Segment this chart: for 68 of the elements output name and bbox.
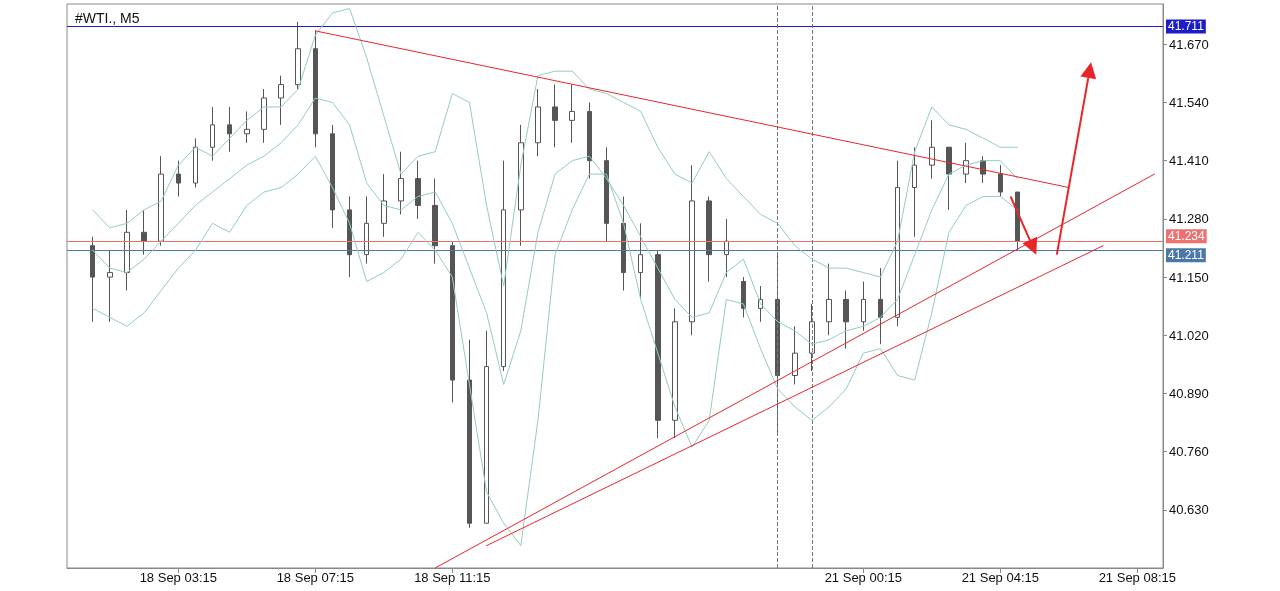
candlestick bbox=[381, 173, 387, 238]
ref-line-label: 41.211 bbox=[1168, 248, 1205, 263]
candlestick bbox=[484, 330, 489, 524]
candlestick bbox=[895, 160, 900, 327]
y-tick-label: 40.760 bbox=[1169, 444, 1209, 460]
candlestick bbox=[278, 75, 284, 126]
y-tick-label: 41.540 bbox=[1169, 94, 1209, 110]
candlestick bbox=[980, 155, 986, 184]
candlestick bbox=[313, 30, 318, 148]
candlestick bbox=[621, 195, 626, 291]
candlestick bbox=[124, 209, 130, 291]
candlestick bbox=[826, 263, 832, 336]
x-tick-label: 18 Sep 07:15 bbox=[276, 570, 354, 585]
candlestick bbox=[861, 281, 866, 332]
candlestick bbox=[535, 88, 541, 157]
candlestick bbox=[792, 325, 798, 385]
candlestick bbox=[193, 137, 198, 189]
candlestick bbox=[655, 249, 661, 439]
candlestick bbox=[244, 110, 250, 144]
y-tick-label: 41.670 bbox=[1169, 36, 1209, 52]
y-tick-label: 41.280 bbox=[1169, 211, 1209, 227]
chart-title: #WTI., M5 bbox=[75, 10, 140, 26]
x-tick-label: 21 Sep 08:15 bbox=[1098, 570, 1176, 585]
candlestick bbox=[501, 160, 506, 372]
x-tick-label: 18 Sep 03:15 bbox=[139, 570, 217, 585]
candlestick bbox=[518, 124, 524, 247]
ref-line-label: 41.711 bbox=[1168, 19, 1205, 34]
candlestick bbox=[90, 236, 95, 323]
candlestick bbox=[878, 267, 883, 345]
candlestick bbox=[330, 124, 335, 229]
ref-line-label: 41.234 bbox=[1168, 229, 1206, 244]
candlestick bbox=[552, 84, 558, 148]
x-tick-label: 18 Sep 11:15 bbox=[414, 570, 491, 585]
candlestick bbox=[706, 195, 712, 283]
candlestick bbox=[843, 289, 849, 350]
candlestick bbox=[432, 178, 438, 265]
candlestick bbox=[741, 276, 746, 318]
candlestick bbox=[176, 160, 181, 197]
x-tick-label: 21 Sep 00:15 bbox=[824, 570, 902, 585]
candlestick bbox=[261, 88, 267, 144]
candlestick bbox=[912, 146, 917, 238]
y-tick-label: 41.150 bbox=[1169, 269, 1209, 285]
x-tick-label: 21 Sep 04:15 bbox=[961, 570, 1039, 585]
candlestick bbox=[998, 164, 1003, 197]
candlestick bbox=[450, 240, 455, 403]
candlestick bbox=[364, 195, 369, 265]
candlestick bbox=[587, 101, 592, 180]
y-tick-label: 41.410 bbox=[1169, 153, 1209, 169]
candlestick bbox=[295, 21, 301, 90]
candlestick bbox=[210, 106, 215, 162]
candlestick bbox=[467, 339, 472, 529]
candlestick bbox=[689, 164, 695, 336]
candlestick bbox=[604, 146, 609, 242]
candlestick bbox=[946, 146, 952, 211]
y-tick-label: 41.020 bbox=[1169, 327, 1209, 343]
candlestick bbox=[929, 119, 935, 180]
candlestick bbox=[398, 151, 404, 215]
candlestick bbox=[724, 218, 729, 278]
candlestick bbox=[672, 307, 678, 439]
candlestick bbox=[415, 160, 421, 220]
candlestick bbox=[141, 209, 147, 256]
candlestick bbox=[809, 303, 815, 372]
candlestick bbox=[569, 84, 575, 144]
candlestick bbox=[158, 155, 164, 247]
candlestick bbox=[107, 249, 113, 323]
y-tick-label: 40.630 bbox=[1169, 502, 1209, 518]
candlestick bbox=[227, 106, 232, 153]
y-tick-label: 40.890 bbox=[1169, 385, 1209, 401]
